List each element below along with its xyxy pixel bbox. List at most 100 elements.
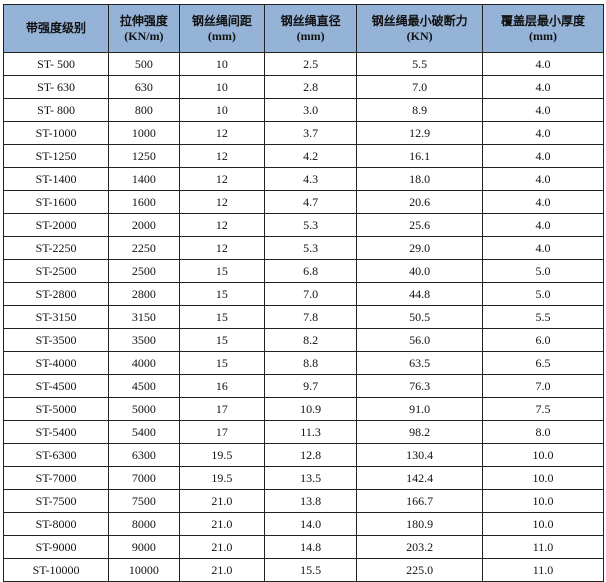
table-cell: 13.5: [264, 466, 358, 490]
table-cell: 10: [178, 75, 266, 99]
table-cell: 130.4: [356, 443, 484, 467]
column-header: 带强度级别: [2, 4, 110, 53]
table-cell: ST-8000: [2, 512, 110, 536]
table-cell: 4.0: [482, 190, 604, 214]
steel-cord-belt-spec-table: 带强度级别 拉伸强度 (KN/m) 钢丝绳间距 (mm) 钢丝绳直径 (mm) 钢丝绳最小破断…: [2, 4, 604, 582]
table-cell: 98.2: [356, 420, 484, 444]
table-row: ST-3150 3150 15 7.8 50.5 5.5: [2, 305, 604, 329]
table-cell: 21.0: [178, 558, 266, 582]
table-cell: 8.0: [482, 420, 604, 444]
header-title: 带强度级别: [26, 21, 87, 35]
table-cell: 8.2: [264, 328, 358, 352]
table-cell: 56.0: [356, 328, 484, 352]
table-cell: 11.3: [264, 420, 358, 444]
table-cell: 4500: [108, 374, 180, 398]
table-cell: 10.0: [482, 489, 604, 513]
table-cell: 4.0: [482, 75, 604, 99]
table-cell: 7000: [108, 466, 180, 490]
header-title: 钢丝绳最小破断力: [371, 13, 468, 28]
header-title: 覆盖层最小厚度: [501, 13, 586, 28]
table-cell: 5.0: [482, 259, 604, 283]
table-cell: 44.8: [356, 282, 484, 306]
table-cell: 11.0: [482, 558, 604, 582]
header-unit: (mm): [529, 28, 558, 43]
table-cell: 2800: [108, 282, 180, 306]
table-cell: 12: [178, 236, 266, 260]
table-cell: 500: [108, 52, 180, 76]
table-cell: 10.9: [264, 397, 358, 421]
table-cell: 25.6: [356, 213, 484, 237]
header-row: 带强度级别 拉伸强度 (KN/m) 钢丝绳间距 (mm) 钢丝绳直径 (mm) 钢丝绳最小破断…: [2, 4, 604, 53]
table-cell: 12: [178, 190, 266, 214]
table-cell: 18.0: [356, 167, 484, 191]
table-cell: 4.0: [482, 98, 604, 122]
table-cell: 10: [178, 98, 266, 122]
table-cell: 8.8: [264, 351, 358, 375]
table-cell: 91.0: [356, 397, 484, 421]
table-cell: ST-9000: [2, 535, 110, 559]
table-cell: ST-5400: [2, 420, 110, 444]
table-cell: 19.5: [178, 466, 266, 490]
table-cell: 15.5: [264, 558, 358, 582]
table-cell: 2.8: [264, 75, 358, 99]
table-cell: 1000: [108, 121, 180, 145]
header-unit: (mm): [207, 28, 236, 43]
table-row: ST-2000 2000 12 5.3 25.6 4.0: [2, 213, 604, 237]
table-cell: 10.0: [482, 512, 604, 536]
table-cell: 10.0: [482, 466, 604, 490]
table-cell: 225.0: [356, 558, 484, 582]
table-cell: 21.0: [178, 535, 266, 559]
table-cell: 5.5: [356, 52, 484, 76]
table-cell: 17: [178, 397, 266, 421]
table-cell: ST-2800: [2, 282, 110, 306]
table-cell: 7.0: [356, 75, 484, 99]
table-cell: ST- 800: [2, 98, 110, 122]
table-cell: 4.0: [482, 144, 604, 168]
table-cell: 1250: [108, 144, 180, 168]
table-row: ST-2800 2800 15 7.0 44.8 5.0: [2, 282, 604, 306]
table-row: ST-5400 5400 17 11.3 98.2 8.0: [2, 420, 604, 444]
table-cell: 12.9: [356, 121, 484, 145]
table-cell: ST-1600: [2, 190, 110, 214]
table-cell: ST- 500: [2, 52, 110, 76]
table-cell: 4000: [108, 351, 180, 375]
table-cell: ST-3500: [2, 328, 110, 352]
table-cell: ST- 630: [2, 75, 110, 99]
table-cell: ST-2500: [2, 259, 110, 283]
table-cell: 180.9: [356, 512, 484, 536]
table-cell: 15: [178, 305, 266, 329]
table-row: ST-1400 1400 12 4.3 18.0 4.0: [2, 167, 604, 191]
table-cell: 2000: [108, 213, 180, 237]
table-cell: 76.3: [356, 374, 484, 398]
table-cell: 14.0: [264, 512, 358, 536]
table-cell: 7500: [108, 489, 180, 513]
table-cell: 3.0: [264, 98, 358, 122]
table-row: ST-2500 2500 15 6.8 40.0 5.0: [2, 259, 604, 283]
table-cell: 15: [178, 351, 266, 375]
table-cell: 6300: [108, 443, 180, 467]
table-row: ST-5000 5000 17 10.9 91.0 7.5: [2, 397, 604, 421]
table-cell: 19.5: [178, 443, 266, 467]
table-cell: 4.0: [482, 121, 604, 145]
table-cell: 142.4: [356, 466, 484, 490]
table-cell: 4.0: [482, 167, 604, 191]
table-cell: 21.0: [178, 489, 266, 513]
table-row: ST-10000 10000 21.0 15.5 225.0 11.0: [2, 558, 604, 582]
column-header: 拉伸强度 (KN/m): [108, 4, 180, 53]
column-header: 钢丝绳直径 (mm): [264, 4, 358, 53]
table-cell: 7.0: [482, 374, 604, 398]
table-cell: 4.7: [264, 190, 358, 214]
table-row: ST-2250 2250 12 5.3 29.0 4.0: [2, 236, 604, 260]
table-cell: 6.5: [482, 351, 604, 375]
table-cell: 6.8: [264, 259, 358, 283]
table-cell: 4.0: [482, 236, 604, 260]
table-row: ST-4500 4500 16 9.7 76.3 7.0: [2, 374, 604, 398]
table-row: ST-3500 3500 15 8.2 56.0 6.0: [2, 328, 604, 352]
table-cell: 15: [178, 259, 266, 283]
column-header: 钢丝绳间距 (mm): [178, 4, 266, 53]
table-row: ST-1600 1600 12 4.7 20.6 4.0: [2, 190, 604, 214]
table-cell: 21.0: [178, 512, 266, 536]
table-cell: 50.5: [356, 305, 484, 329]
table-cell: 12: [178, 213, 266, 237]
table-cell: ST-7000: [2, 466, 110, 490]
